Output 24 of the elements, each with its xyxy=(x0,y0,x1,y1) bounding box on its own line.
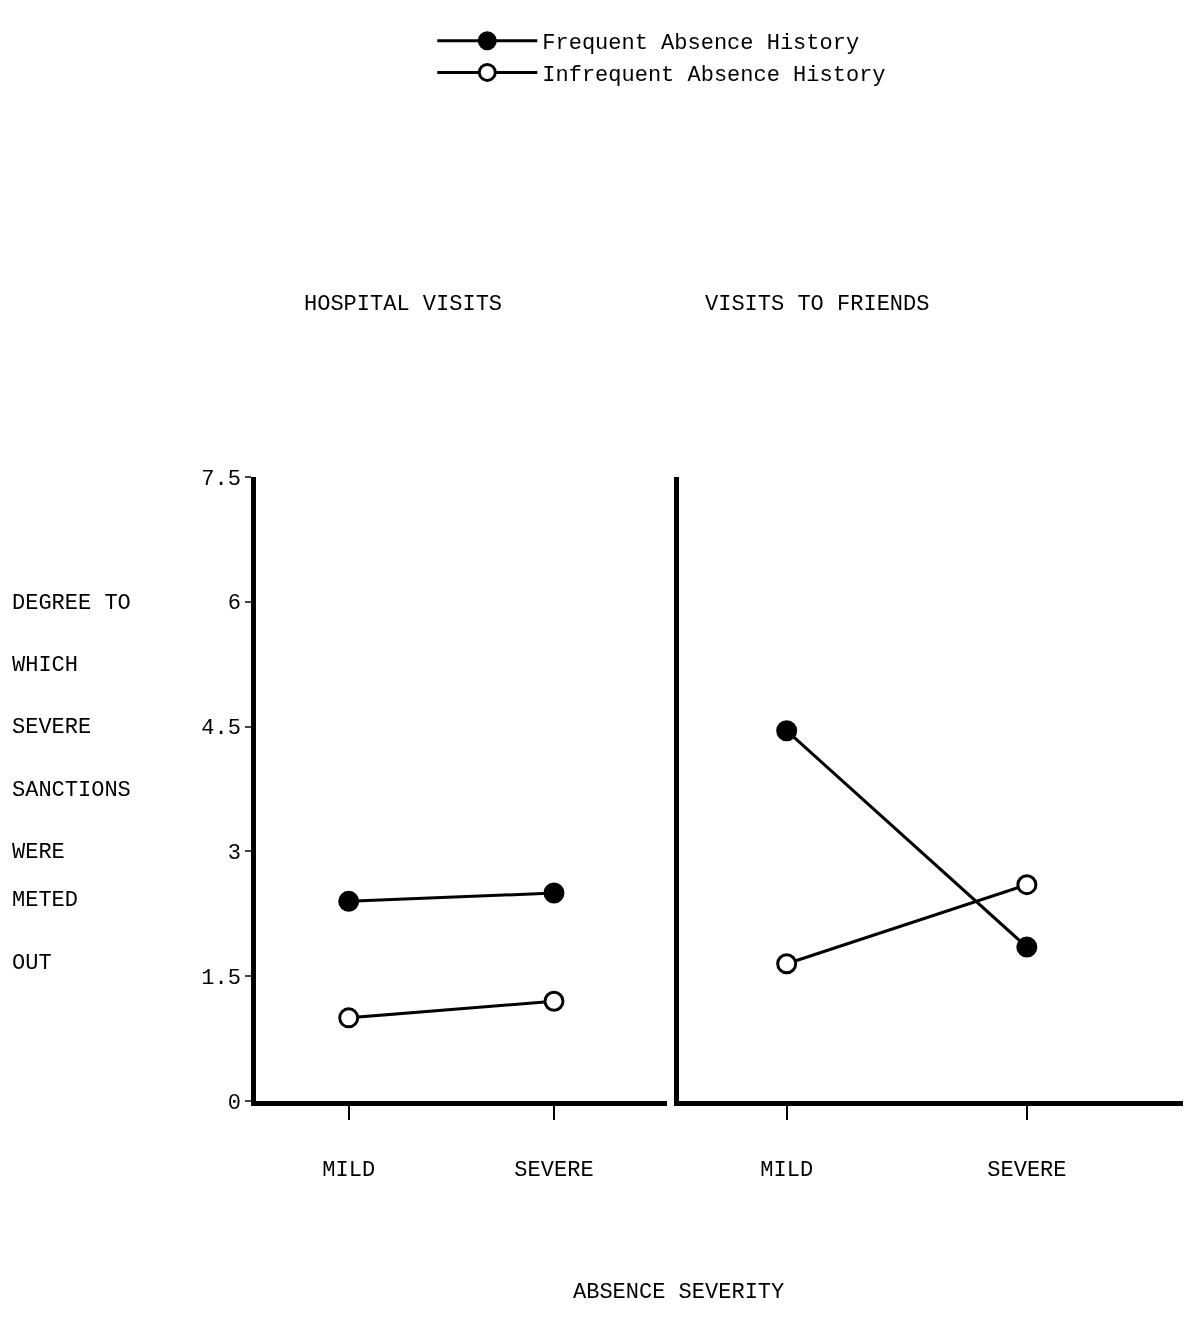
point xyxy=(776,953,798,975)
point xyxy=(338,1007,360,1029)
text: DEGREE TO WHICH SEVERE SANCTIONS WERE METED OUT xyxy=(12,591,131,976)
y-tick-label: 0 xyxy=(227,1090,241,1116)
y-tick-label: 3 xyxy=(227,841,241,867)
y-tick-label: 7.5 xyxy=(201,466,241,492)
point xyxy=(338,890,360,912)
y-tick-label: 6 xyxy=(227,591,241,617)
point xyxy=(543,882,565,904)
x-axis-title: ABSENCE SEVERITY xyxy=(573,1280,785,1305)
x-tick-label: SEVERE xyxy=(514,1158,594,1184)
y-tick-label: 4.5 xyxy=(201,716,241,742)
point xyxy=(1016,874,1038,896)
x-tick-label: MILD xyxy=(322,1158,376,1184)
x-tick-label: SEVERE xyxy=(987,1158,1067,1184)
point xyxy=(543,990,565,1012)
chart-title: HOSPITAL VISITS xyxy=(304,292,503,317)
point xyxy=(776,720,798,742)
chart-title: VISITS TO FRIENDS xyxy=(705,292,930,317)
y-tick-label: 1.5 xyxy=(201,965,241,991)
point xyxy=(1016,936,1038,958)
legend-label: Frequent Absence History xyxy=(542,31,860,57)
x-tick-label: MILD xyxy=(760,1158,814,1184)
legend-label: Infrequent Absence History xyxy=(542,62,886,88)
